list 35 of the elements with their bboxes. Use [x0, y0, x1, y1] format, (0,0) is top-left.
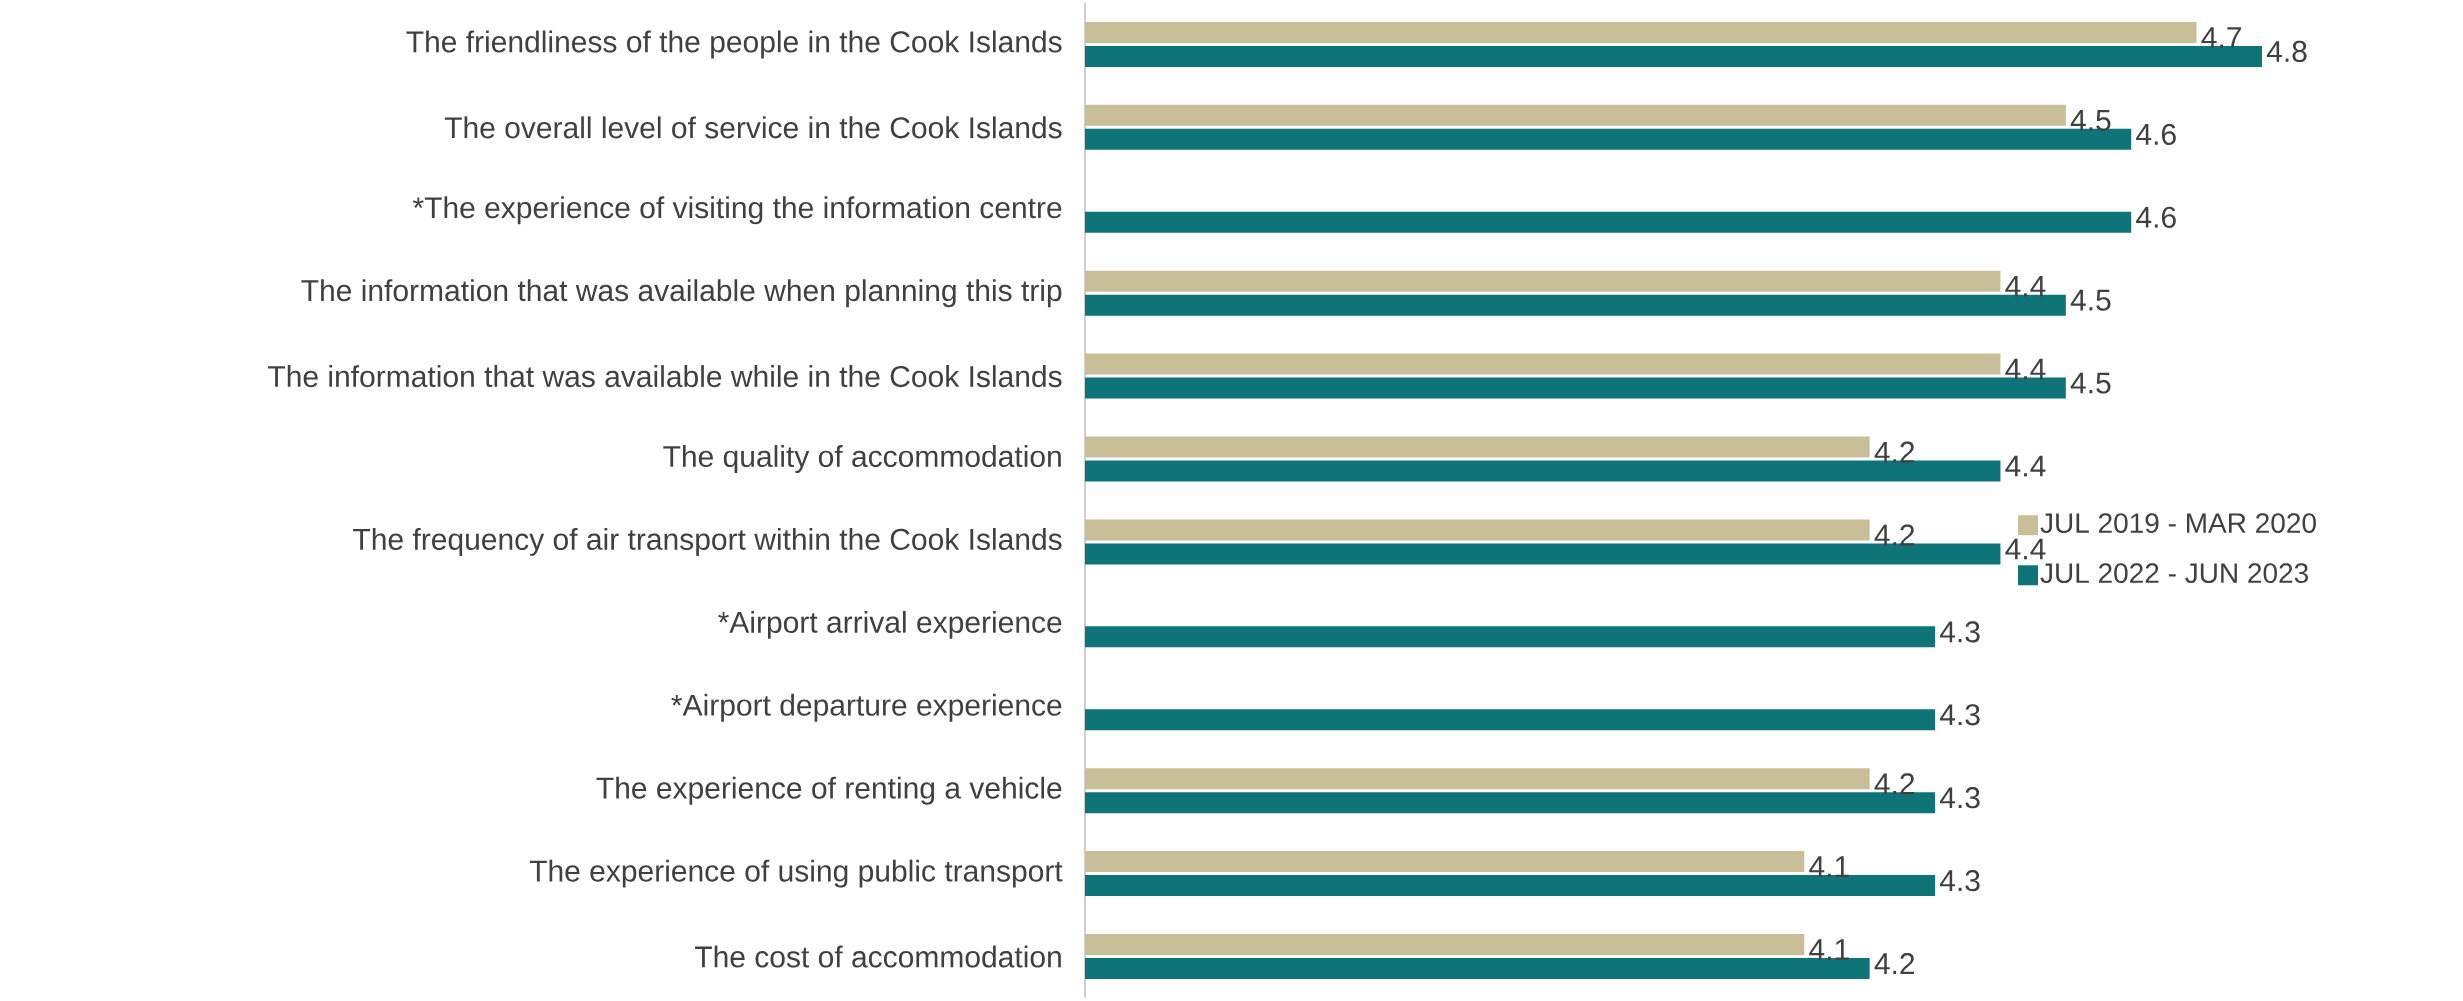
- data-label: 4.6: [2136, 123, 2176, 145]
- data-label: 4.1: [1809, 856, 1849, 877]
- data-label: 4.7: [2201, 27, 2242, 48]
- data-label: 4.3: [1939, 787, 1980, 809]
- y-tick-label: The quality of accommodation: [663, 445, 1061, 474]
- y-tick-label: The experience of renting a vehicle: [596, 776, 1062, 805]
- data-label: 4.4: [2005, 538, 2046, 560]
- data-label: 4.6: [2136, 206, 2176, 228]
- data-label: 4.5: [2070, 109, 2111, 131]
- data-label: 4.8: [2266, 40, 2307, 63]
- y-tick-label: The frequency of air transport within the Cook Islands: [353, 527, 1062, 556]
- data-label: 4.1: [1809, 939, 1849, 960]
- data-label: 4.4: [2005, 275, 2046, 297]
- y-tick-label: The cost of accommodation: [694, 945, 1061, 968]
- y-tick-label: The overall level of service in the Cook Islands: [444, 116, 1062, 139]
- y-tick-label: The information that was available when planning this trip: [301, 279, 1062, 308]
- y-tick-label: *The experience of visiting the information centre: [412, 196, 1062, 225]
- legend-label: JUL 2019 - MAR 2020: [2040, 513, 2316, 534]
- data-label: 4.5: [2070, 289, 2111, 311]
- data-label: 4.4: [2005, 358, 2046, 380]
- data-label: 4.3: [1939, 704, 1980, 726]
- y-tick-label: *Airport departure experience: [671, 693, 1062, 722]
- data-label: 4.2: [1874, 524, 1915, 546]
- data-label: 4.2: [1874, 441, 1915, 463]
- data-label: 4.4: [2005, 455, 2046, 477]
- data-label: 4.2: [1874, 773, 1915, 795]
- data-label: 4.3: [1939, 870, 1980, 892]
- data-label: 4.2: [1874, 953, 1915, 975]
- y-tick-label: The friendliness of the people in the Cook Islands: [406, 30, 1062, 59]
- legend-label: JUL 2022 - JUN 2023: [2040, 563, 2308, 584]
- data-label: 4.5: [2070, 372, 2111, 394]
- y-tick-label: The information that was available while in the Cook Islands: [268, 365, 1062, 388]
- y-tick-label: *Airport arrival experience: [718, 610, 1062, 639]
- data-label: 4.3: [1939, 621, 1980, 643]
- y-tick-label: The experience of using public transport: [529, 859, 1063, 888]
